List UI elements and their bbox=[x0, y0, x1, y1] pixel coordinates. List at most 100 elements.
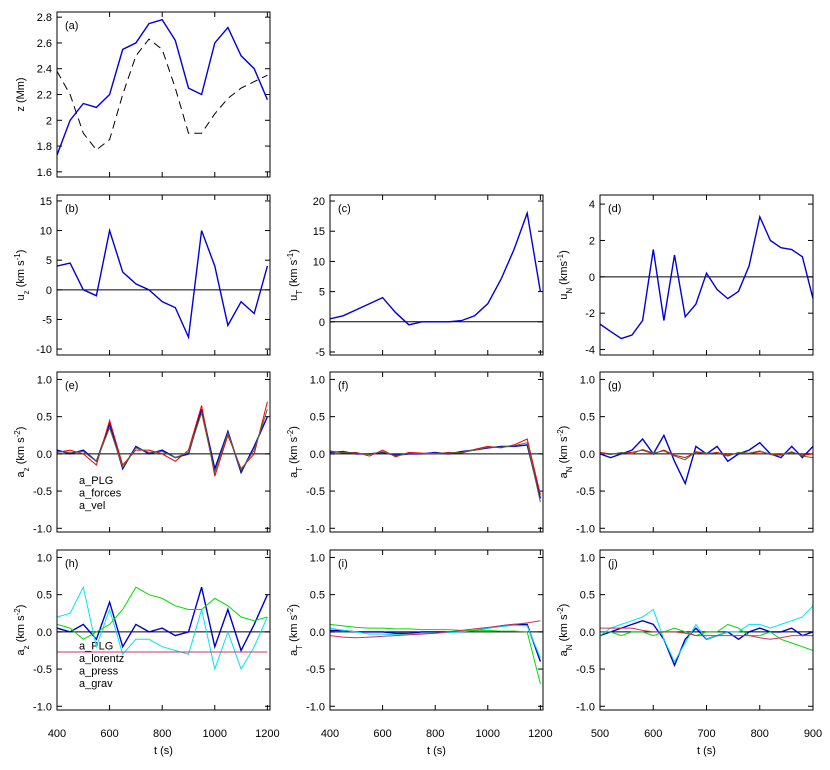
y-tick-label: -1.0 bbox=[33, 523, 52, 535]
series-line bbox=[330, 623, 541, 685]
x-tick-label: 1200 bbox=[255, 728, 279, 740]
series-line bbox=[600, 448, 813, 461]
plot-frame bbox=[56, 371, 271, 533]
panel: -5 0 5 10 15 20 (c) uT (km s-1) bbox=[286, 194, 544, 359]
legend-entry: a_lorentz bbox=[79, 653, 124, 665]
panel-label: (i) bbox=[338, 558, 348, 570]
y-tick-label: 0.0 bbox=[310, 627, 325, 639]
y-tick-label: 0.0 bbox=[37, 449, 52, 461]
y-tick-label: -5 bbox=[315, 347, 325, 359]
x-tick-label: 1200 bbox=[528, 728, 552, 740]
y-tick-label: 0.5 bbox=[37, 412, 52, 424]
y-tick-label: -4 bbox=[585, 345, 595, 357]
panel-label: (h) bbox=[65, 558, 78, 570]
legend-entry: a_press bbox=[79, 666, 119, 678]
y-tick-label: -0.5 bbox=[576, 664, 595, 676]
series-line bbox=[600, 623, 813, 651]
legend-entry: a_forces bbox=[79, 488, 122, 500]
series-line bbox=[57, 586, 268, 640]
y-tick-label: 2.2 bbox=[37, 90, 52, 102]
y-tick-label: -2 bbox=[585, 308, 595, 320]
y-tick-label: -1.0 bbox=[576, 701, 595, 713]
y-tick-label: 1.6 bbox=[37, 167, 52, 179]
y-axis-label: uz (km s-1) bbox=[13, 250, 31, 301]
x-axis-label: t (s) bbox=[697, 745, 716, 757]
series-line bbox=[600, 619, 813, 668]
legend-entry: a_vel bbox=[79, 500, 105, 512]
y-axis-label: aT (km s-2) bbox=[286, 426, 304, 478]
y-tick-label: 0.0 bbox=[580, 449, 595, 461]
y-tick-label: 1.0 bbox=[580, 374, 595, 386]
plot-frame bbox=[329, 549, 544, 711]
y-tick-label: 1.8 bbox=[37, 141, 52, 153]
plot-frame bbox=[329, 194, 544, 356]
plot-frame bbox=[56, 549, 271, 711]
y-tick-label: 20 bbox=[313, 196, 325, 208]
x-tick-label: 800 bbox=[426, 728, 444, 740]
y-tick-label: -1.0 bbox=[576, 523, 595, 535]
y-axis-label: az (km s-2) bbox=[13, 427, 31, 478]
plot-frame bbox=[56, 11, 271, 178]
y-tick-label: 0 bbox=[589, 272, 595, 284]
y-tick-label: 5 bbox=[46, 255, 52, 267]
series-line bbox=[57, 409, 269, 475]
y-tick-label: -1.0 bbox=[306, 701, 325, 713]
x-tick-label: 1000 bbox=[203, 728, 227, 740]
y-tick-label: 2.6 bbox=[37, 38, 52, 50]
series-line bbox=[600, 433, 813, 486]
series-line bbox=[600, 605, 813, 663]
y-tick-label: -0.5 bbox=[33, 486, 52, 498]
series-line bbox=[330, 442, 541, 503]
x-tick-label: 900 bbox=[804, 728, 822, 740]
y-tick-label: 0.5 bbox=[310, 412, 325, 424]
panel: -1.0 -0.5 0.0 0.5 1.0 400 600 800 1000 1200 (i) aT … bbox=[286, 549, 553, 757]
panel-label: (a) bbox=[65, 20, 78, 32]
series-line bbox=[57, 401, 268, 477]
y-tick-label: 0.5 bbox=[310, 590, 325, 602]
x-tick-label: 800 bbox=[153, 728, 171, 740]
panel-label: (d) bbox=[608, 203, 621, 215]
y-axis-label: aN (km s-2) bbox=[556, 426, 574, 479]
y-tick-label: 5 bbox=[319, 287, 325, 299]
y-tick-label: -10 bbox=[36, 344, 52, 356]
y-tick-label: -5 bbox=[42, 314, 52, 326]
panel-label: (g) bbox=[608, 380, 621, 392]
x-tick-label: 400 bbox=[48, 728, 66, 740]
panel-label: (c) bbox=[338, 203, 351, 215]
y-tick-label: 15 bbox=[40, 196, 52, 208]
panel-label: (f) bbox=[338, 380, 348, 392]
y-axis-label: z (Mm) bbox=[15, 77, 27, 111]
panel-label: (e) bbox=[65, 380, 78, 392]
series-line bbox=[57, 585, 268, 671]
panel: -10 -5 0 5 10 15 (b) uz (km s-1) bbox=[13, 194, 271, 356]
series-line bbox=[57, 227, 269, 340]
x-axis-label: t (s) bbox=[154, 745, 173, 757]
y-tick-label: 15 bbox=[313, 226, 325, 238]
series-line bbox=[57, 38, 268, 151]
y-tick-label: -0.5 bbox=[576, 486, 595, 498]
y-tick-label: 10 bbox=[313, 256, 325, 268]
y-tick-label: 0.0 bbox=[310, 449, 325, 461]
y-tick-label: 0 bbox=[46, 285, 52, 297]
y-tick-label: 10 bbox=[40, 226, 52, 238]
series-line bbox=[600, 214, 813, 340]
y-axis-label: uT (km s-1) bbox=[286, 249, 304, 301]
panel: -1.0 -0.5 0.0 0.5 1.0 (f) aT (km s-2) bbox=[286, 371, 544, 535]
y-tick-label: 1.0 bbox=[580, 552, 595, 564]
plot-frame bbox=[599, 549, 814, 711]
x-tick-label: 1000 bbox=[476, 728, 500, 740]
y-tick-label: 0.5 bbox=[37, 590, 52, 602]
series-line bbox=[600, 627, 813, 640]
x-axis-label: t (s) bbox=[427, 745, 446, 757]
plot-frame bbox=[599, 371, 814, 533]
y-tick-label: -1.0 bbox=[306, 523, 325, 535]
series-line bbox=[600, 449, 813, 459]
y-axis-label: uN (kms-1) bbox=[556, 250, 574, 300]
plot-frame bbox=[329, 371, 544, 533]
y-tick-label: -0.5 bbox=[306, 664, 325, 676]
x-tick-label: 500 bbox=[591, 728, 609, 740]
y-tick-label: 0 bbox=[319, 317, 325, 329]
